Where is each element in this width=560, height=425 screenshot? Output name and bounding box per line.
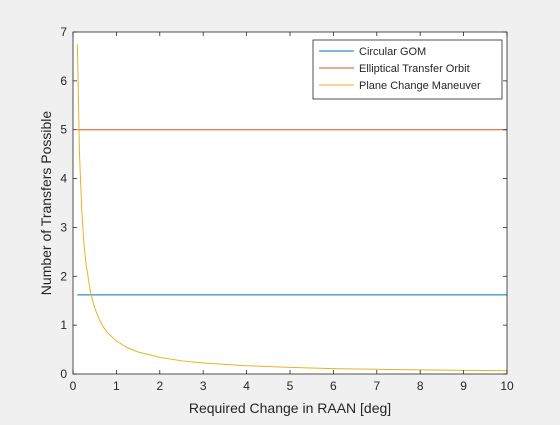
y-tick-label: 1 xyxy=(60,318,67,332)
series-line-3 xyxy=(76,44,508,372)
x-tick-label: 9 xyxy=(460,379,467,393)
x-tick-label: 6 xyxy=(330,379,337,393)
y-tick-label: 0 xyxy=(60,367,67,381)
x-tick-label: 10 xyxy=(500,379,514,393)
x-axis-label: Required Change in RAAN [deg] xyxy=(189,400,391,416)
x-tick-label: 3 xyxy=(200,379,207,393)
legend-label-2: Elliptical Transfer Orbit xyxy=(359,63,470,75)
x-tick-label: 8 xyxy=(417,379,424,393)
legend: Circular GOM Elliptical Transfer Orbit Pla… xyxy=(312,39,503,100)
x-tick-label: 5 xyxy=(287,379,294,393)
y-tick-label: 3 xyxy=(60,220,67,234)
y-axis-label: Number of Transfers Possible xyxy=(38,111,54,296)
x-tick-label: 1 xyxy=(113,379,120,393)
legend-label-1: Circular GOM xyxy=(359,46,426,58)
x-tick-label: 4 xyxy=(243,379,250,393)
y-tick-label: 2 xyxy=(60,269,67,283)
legend-label-3: Plane Change Maneuver xyxy=(359,80,481,92)
y-tick-label: 5 xyxy=(60,123,67,137)
x-tick-label: 7 xyxy=(373,379,380,393)
legend-box xyxy=(312,39,503,100)
x-tick-label: 2 xyxy=(156,379,163,393)
y-tick-label: 7 xyxy=(60,25,67,39)
y-tick-label: 6 xyxy=(60,74,67,88)
y-tick-label: 4 xyxy=(60,172,67,186)
plot-box xyxy=(72,31,508,375)
x-tick-label: 0 xyxy=(70,379,77,393)
